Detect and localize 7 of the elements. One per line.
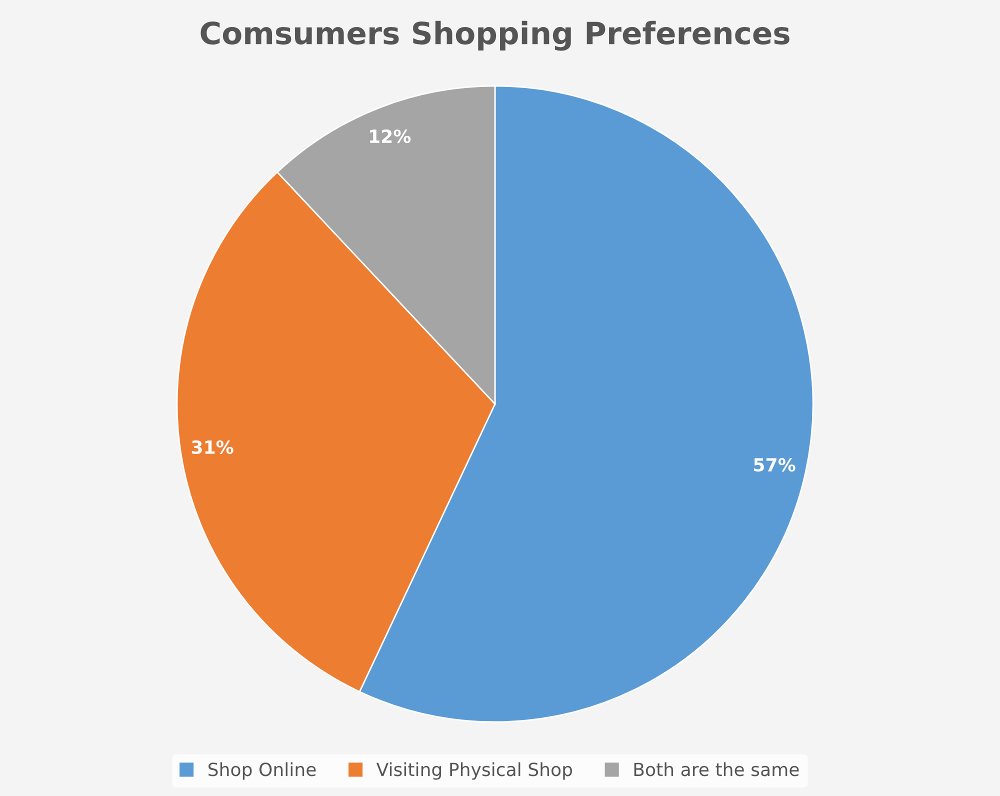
chart-title: Comsumers Shopping Preferences: [200, 20, 790, 51]
legend-label: Both are the same: [634, 762, 799, 776]
data-label: 57%: [754, 458, 796, 472]
data-label: 12%: [370, 129, 411, 144]
legend-label: Visiting Physical Shop: [376, 762, 572, 780]
legend-label: Shop Online: [208, 762, 316, 780]
data-label: 31%: [192, 440, 234, 454]
